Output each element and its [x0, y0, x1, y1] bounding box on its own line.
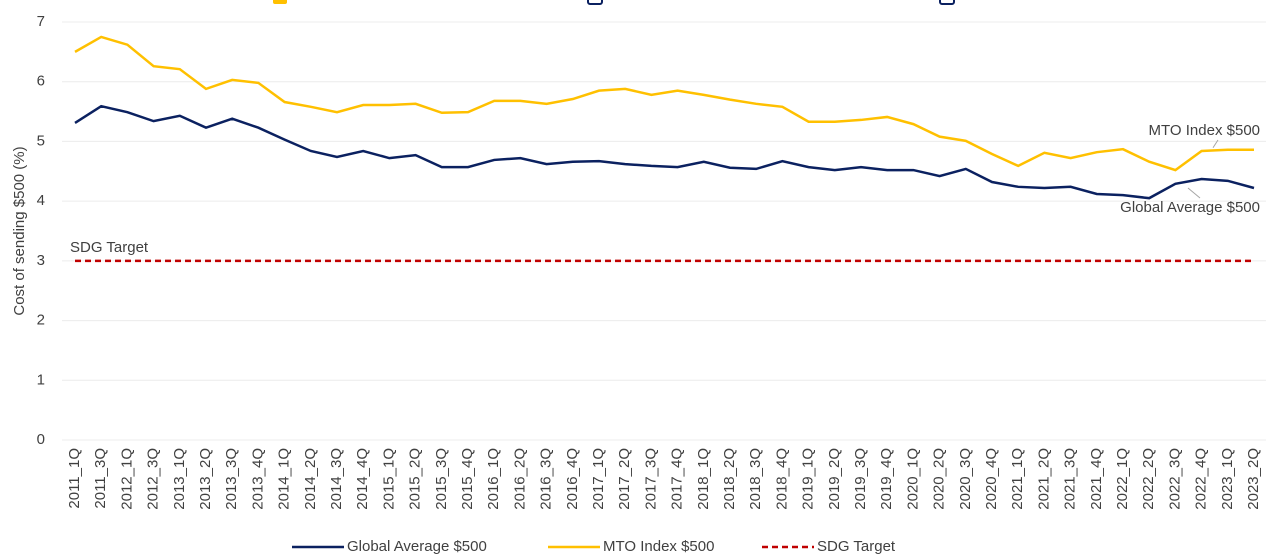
series-line [74, 35, 1254, 172]
legend-swatch-top [939, 0, 955, 5]
x-tick-label: 2018_4Q [773, 448, 790, 510]
x-tick-label: 2017_2Q [616, 448, 633, 510]
x-tick-label: 2019_1Q [800, 448, 817, 510]
x-tick-label: 2016_1Q [485, 448, 502, 510]
y-tick-label: 2 [37, 312, 45, 329]
x-tick-label: 2021_4Q [1088, 448, 1105, 510]
x-tick-label: 2022_3Q [1166, 448, 1183, 510]
x-tick-label: 2022_4Q [1193, 448, 1210, 510]
x-tick-label: 2013_4Q [249, 448, 266, 510]
y-tick-label: 5 [37, 132, 45, 149]
leader-line [1187, 187, 1201, 199]
x-tick-label: 2014_4Q [354, 448, 371, 510]
x-tick-label: 2018_3Q [747, 448, 764, 510]
x-tick-label: 2016_4Q [564, 448, 581, 510]
x-tick-label: 2023_2Q [1245, 448, 1262, 510]
y-axis-title: Cost of sending $500 (%) [11, 146, 28, 315]
x-tick-label: 2020_1Q [904, 448, 921, 510]
x-tick-label: 2015_1Q [380, 448, 397, 510]
y-tick-label: 7 [37, 13, 45, 30]
legend-swatch-top [273, 0, 287, 4]
series-line [74, 104, 1255, 200]
x-tick-label: 2016_3Q [538, 448, 555, 510]
x-tick-label: 2013_1Q [171, 448, 188, 510]
x-tick-label: 2020_2Q [931, 448, 948, 510]
x-tick-label: 2019_3Q [852, 448, 869, 510]
legend-label: SDG Target [817, 538, 896, 555]
x-tick-label: 2017_1Q [590, 448, 607, 510]
x-tick-label: 2022_2Q [1140, 448, 1157, 510]
y-tick-label: 6 [37, 73, 45, 90]
x-tick-label: 2017_4Q [669, 448, 686, 510]
leader-line [1212, 139, 1219, 149]
x-tick-label: 2011_3Q [92, 448, 109, 509]
legend-label: Global Average $500 [347, 538, 487, 555]
x-tick-label: 2017_3Q [642, 448, 659, 510]
x-tick-label: 2012_1Q [118, 448, 135, 510]
x-tick-label: 2012_3Q [145, 448, 162, 510]
x-tick-label: 2019_2Q [826, 448, 843, 510]
x-tick-label: 2014_3Q [328, 448, 345, 510]
x-tick-label: 2014_2Q [302, 448, 319, 510]
x-tick-label: 2011_1Q [66, 448, 83, 509]
x-tick-label: 2015_3Q [433, 448, 450, 510]
y-tick-label: 0 [37, 431, 45, 448]
x-tick-label: 2021_3Q [1062, 448, 1079, 510]
x-tick-label: 2021_2Q [1035, 448, 1052, 510]
x-tick-label: 2020_4Q [983, 448, 1000, 510]
x-tick-label: 2021_1Q [1009, 448, 1026, 510]
legend-label: MTO Index $500 [603, 538, 714, 555]
legend-swatch-top [587, 0, 603, 5]
annotation: Global Average $500 [1120, 199, 1260, 216]
x-tick-label: 2013_3Q [223, 448, 240, 510]
y-tick-label: 3 [37, 252, 45, 269]
x-tick-label: 2020_3Q [957, 448, 974, 510]
x-tick-label: 2013_2Q [197, 448, 214, 510]
x-tick-label: 2016_2Q [511, 448, 528, 510]
x-tick-label: 2015_2Q [407, 448, 424, 510]
annotation: MTO Index $500 [1149, 122, 1260, 139]
annotation: SDG Target [70, 239, 149, 256]
x-tick-label: 2019_4Q [878, 448, 895, 510]
y-tick-label: 4 [37, 192, 45, 209]
y-tick-label: 1 [37, 371, 45, 388]
x-tick-label: 2022_1Q [1114, 448, 1131, 510]
x-tick-label: 2018_2Q [721, 448, 738, 510]
x-tick-label: 2014_1Q [276, 448, 293, 510]
x-tick-label: 2015_4Q [459, 448, 476, 510]
x-tick-label: 2023_1Q [1219, 448, 1236, 510]
x-tick-label: 2018_1Q [695, 448, 712, 510]
